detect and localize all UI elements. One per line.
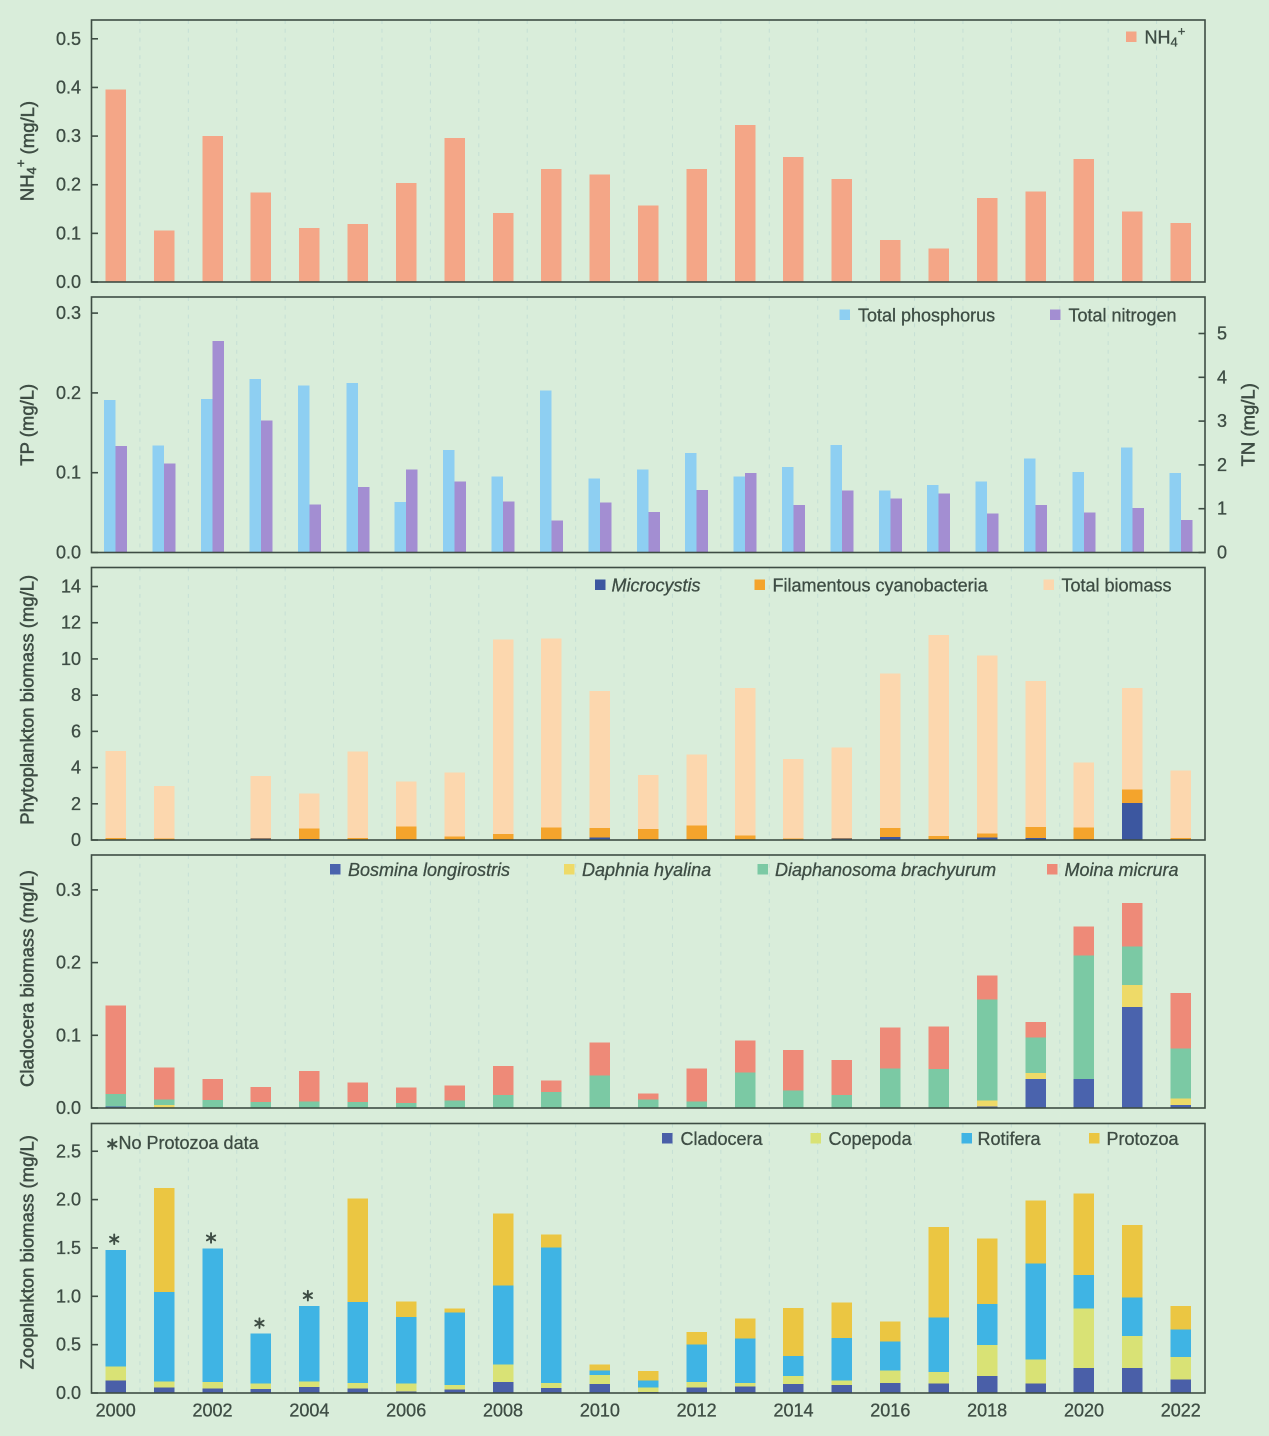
svg-text:0.0: 0.0 [56,543,81,563]
svg-text:Total biomass: Total biomass [1062,576,1172,596]
svg-text:Rotifera: Rotifera [978,1129,1042,1149]
svg-text:2014: 2014 [773,1401,813,1421]
svg-text:0.1: 0.1 [56,223,81,243]
svg-text:NH4+ (mg/L): NH4+ (mg/L) [13,101,39,201]
svg-text:Cladocera biomass (mg/L): Cladocera biomass (mg/L) [17,870,38,1087]
svg-text:3: 3 [1217,411,1227,431]
svg-text:0.3: 0.3 [56,880,81,900]
svg-text:Daphnia hyalina: Daphnia hyalina [582,860,711,880]
svg-text:0.2: 0.2 [56,383,81,403]
svg-text:2.0: 2.0 [56,1190,81,1210]
svg-text:2010: 2010 [580,1401,620,1421]
svg-text:0.1: 0.1 [56,463,81,483]
svg-text:2006: 2006 [386,1401,426,1421]
svg-text:TN (mg/L): TN (mg/L) [1238,383,1259,466]
svg-text:Microcystis: Microcystis [612,576,701,596]
svg-text:2016: 2016 [870,1401,910,1421]
svg-text:Total nitrogen: Total nitrogen [1069,306,1177,326]
svg-text:4: 4 [1217,367,1227,387]
svg-text:Phytoplankton biomass (mg/L): Phytoplankton biomass (mg/L) [17,575,38,825]
svg-text:2: 2 [1217,455,1227,475]
svg-text:5: 5 [1217,324,1227,344]
svg-text:0.2: 0.2 [56,175,81,195]
svg-text:0: 0 [71,830,81,850]
svg-text:No Protozoa data: No Protozoa data [119,1133,260,1153]
svg-text:Diaphanosoma brachyurum: Diaphanosoma brachyurum [775,860,996,880]
svg-text:8: 8 [71,685,81,705]
svg-text:0.3: 0.3 [56,126,81,146]
svg-text:0.0: 0.0 [56,1383,81,1403]
svg-text:1.5: 1.5 [56,1238,81,1258]
svg-text:6: 6 [71,721,81,741]
svg-text:1: 1 [1217,499,1227,519]
svg-text:2000: 2000 [96,1401,136,1421]
svg-text:2020: 2020 [1064,1401,1104,1421]
svg-text:0.0: 0.0 [56,1098,81,1118]
svg-text:12: 12 [61,613,81,633]
svg-text:2008: 2008 [483,1401,523,1421]
svg-text:0.4: 0.4 [56,77,81,97]
svg-text:0.1: 0.1 [56,1025,81,1045]
svg-text:Copepoda: Copepoda [829,1129,913,1149]
svg-text:0.0: 0.0 [56,272,81,292]
svg-text:Cladocera: Cladocera [681,1129,764,1149]
svg-text:Bosmina longirostris: Bosmina longirostris [348,860,510,880]
svg-text:0: 0 [1217,543,1227,563]
svg-text:2012: 2012 [677,1401,717,1421]
svg-text:0.5: 0.5 [56,1335,81,1355]
svg-text:0.5: 0.5 [56,29,81,49]
svg-text:Zooplankton biomass (mg/L): Zooplankton biomass (mg/L) [17,1135,38,1369]
svg-text:2.5: 2.5 [56,1141,81,1161]
svg-text:1.0: 1.0 [56,1286,81,1306]
svg-text:4: 4 [71,758,81,778]
svg-text:2002: 2002 [193,1401,233,1421]
svg-text:14: 14 [61,577,81,597]
svg-text:2018: 2018 [967,1401,1007,1421]
svg-text:Total phosphorus: Total phosphorus [858,306,995,326]
svg-text:2022: 2022 [1161,1401,1201,1421]
svg-text:Filamentous cyanobacteria: Filamentous cyanobacteria [773,576,989,596]
svg-text:10: 10 [61,649,81,669]
svg-text:Protozoa: Protozoa [1107,1129,1180,1149]
svg-text:Moina micrura: Moina micrura [1065,860,1179,880]
svg-text:2004: 2004 [289,1401,329,1421]
svg-text:TP (mg/L): TP (mg/L) [17,384,38,466]
svg-text:2: 2 [71,794,81,814]
svg-text:0.2: 0.2 [56,953,81,973]
svg-text:0.3: 0.3 [56,303,81,323]
